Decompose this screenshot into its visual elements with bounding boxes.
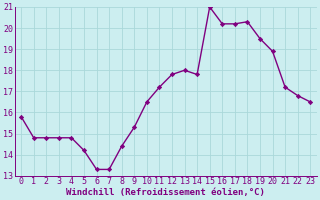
- X-axis label: Windchill (Refroidissement éolien,°C): Windchill (Refroidissement éolien,°C): [66, 188, 265, 197]
